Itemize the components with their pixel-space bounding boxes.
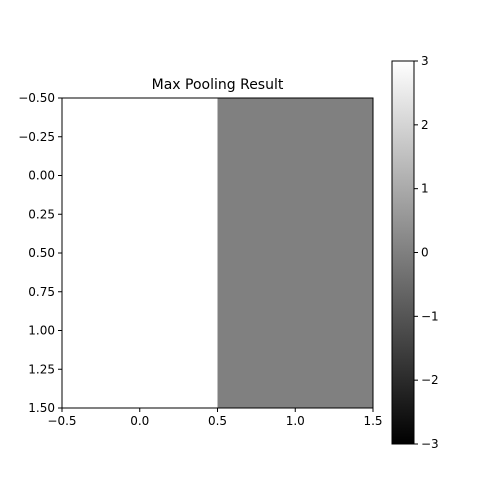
heatmap-cell-r1-c1 [217,253,373,408]
colorbar-tick-label: −2 [421,373,439,387]
x-tick-label: 0.0 [130,414,149,428]
heatmap-cells [62,98,373,408]
chart-title: Max Pooling Result [152,77,284,93]
y-axis-ticks: −0.50 −0.25 0.00 0.25 0.50 0.75 1.00 1.25 1.50 [18,91,62,415]
y-tick-label: 0.50 [28,246,55,260]
colorbar-tick-label: −1 [421,309,439,323]
x-tick-label: 1.0 [286,414,305,428]
colorbar-tick-label: 2 [421,118,429,132]
y-tick-label: 1.00 [28,324,55,338]
colorbar [391,60,415,445]
colorbar-ticks: 3 2 1 0 −1 −2 −3 [414,54,439,451]
heatmap-cell-r0-c1 [217,98,373,253]
y-tick-label: −0.50 [18,91,55,105]
colorbar-tick-label: −3 [421,437,439,451]
y-tick-label: 0.75 [28,285,55,299]
y-tick-label: 1.50 [28,401,55,415]
y-tick-label: −0.25 [18,130,55,144]
y-tick-label: 1.25 [28,362,55,376]
x-tick-label: 0.5 [208,414,227,428]
heatmap-cell-r1-c0 [62,253,218,408]
y-tick-label: 0.25 [28,207,55,221]
x-tick-label: −0.5 [47,414,76,428]
x-tick-label: 1.5 [363,414,382,428]
heatmap-cell-r0-c0 [62,98,218,253]
colorbar-tick-label: 3 [421,54,429,68]
y-tick-label: 0.00 [28,169,55,183]
colorbar-tick-label: 1 [421,182,429,196]
x-axis-ticks: −0.5 0.0 0.5 1.0 1.5 [47,408,383,428]
colorbar-tick-label: 0 [421,246,429,260]
